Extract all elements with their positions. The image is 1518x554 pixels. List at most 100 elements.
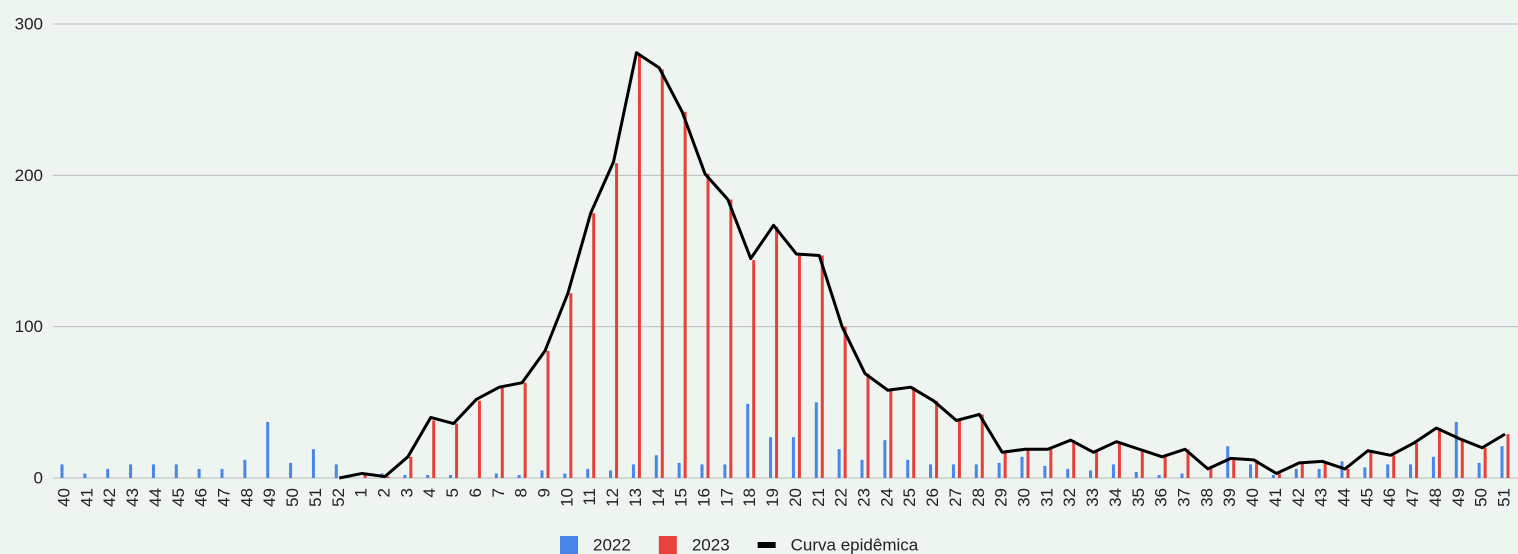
x-tick-label: 27: [946, 488, 965, 507]
x-tick-label: 28: [969, 488, 988, 507]
bar: [1438, 428, 1441, 478]
x-tick-label: 45: [169, 488, 188, 507]
bar: [455, 424, 458, 478]
x-tick-label: 43: [1312, 488, 1331, 507]
bar: [1318, 469, 1321, 478]
x-tick-label: 41: [1266, 488, 1285, 507]
bar: [569, 293, 572, 478]
x-tick-label: 40: [54, 488, 73, 507]
x-tick-label: 17: [717, 488, 736, 507]
bar: [1066, 469, 1069, 478]
bar: [1432, 457, 1435, 478]
x-tick-label: 42: [100, 488, 119, 507]
x-tick-label: 51: [1494, 488, 1513, 507]
x-tick-label: 31: [1037, 488, 1056, 507]
bar: [952, 464, 955, 478]
bar: [889, 390, 892, 478]
y-tick-label: 100: [15, 317, 43, 336]
x-tick-label: 10: [557, 488, 576, 507]
bar: [1415, 443, 1418, 478]
bar: [1089, 470, 1092, 478]
bar: [867, 374, 870, 478]
bar: [61, 464, 64, 478]
bar: [221, 469, 224, 478]
x-tick-label: 18: [740, 488, 759, 507]
x-tick-label: 34: [1106, 488, 1125, 507]
x-tick-label: 47: [1403, 488, 1422, 507]
bar: [1392, 455, 1395, 478]
x-tick-label: 38: [1197, 488, 1216, 507]
bar: [1135, 472, 1138, 478]
bar: [678, 463, 681, 478]
bar: [198, 469, 201, 478]
x-tick-label: 23: [854, 488, 873, 507]
x-tick-label: 50: [283, 488, 302, 507]
bar: [1095, 452, 1098, 478]
x-tick-label: 5: [443, 488, 462, 497]
bar: [518, 475, 521, 478]
bar: [563, 473, 566, 478]
bar: [1455, 422, 1458, 478]
x-tick-label: 37: [1174, 488, 1193, 507]
bar: [723, 464, 726, 478]
bar: [1501, 446, 1504, 478]
x-tick-label: 9: [534, 488, 553, 497]
bar: [1363, 467, 1366, 478]
bar: [1164, 457, 1167, 478]
bar: [655, 455, 658, 478]
bar: [798, 256, 801, 478]
x-tick-label: 7: [489, 488, 508, 497]
x-tick-label: 11: [580, 488, 599, 506]
bar: [106, 469, 109, 478]
bar: [1386, 464, 1389, 478]
bar: [1118, 442, 1121, 478]
bar: [929, 464, 932, 478]
x-tick-label: 6: [466, 488, 485, 497]
bar: [243, 460, 246, 478]
x-tick-label: 12: [603, 488, 622, 507]
bar: [449, 475, 452, 478]
bar: [638, 54, 641, 478]
x-tick-label: 42: [1289, 488, 1308, 507]
bar: [1249, 464, 1252, 478]
x-tick-label: 30: [1014, 488, 1033, 507]
x-tick-label: 2: [374, 488, 393, 497]
bar: [1232, 458, 1235, 478]
bar: [769, 437, 772, 478]
x-tick-label: 21: [809, 488, 828, 507]
x-tick-label: 52: [329, 488, 348, 507]
x-tick-label: 47: [214, 488, 233, 507]
x-tick-label: 4: [420, 488, 439, 497]
bar: [609, 470, 612, 478]
x-tick-label: 33: [1083, 488, 1102, 507]
bar: [1478, 463, 1481, 478]
bar: [152, 464, 155, 478]
bar: [1141, 449, 1144, 478]
y-tick-label: 0: [34, 468, 43, 487]
bar: [426, 475, 429, 478]
bar: [1181, 473, 1184, 478]
bar: [524, 383, 527, 478]
x-tick-label: 51: [306, 488, 325, 507]
bar: [752, 260, 755, 478]
bar: [1369, 451, 1372, 478]
x-tick-label: 50: [1472, 488, 1491, 507]
bar: [883, 440, 886, 478]
bar: [1072, 440, 1075, 478]
legend-swatch: [758, 542, 776, 548]
bar: [661, 69, 664, 478]
bar: [1226, 446, 1229, 478]
bar: [266, 422, 269, 478]
bar: [684, 112, 687, 478]
x-tick-label: 46: [192, 488, 211, 507]
bar: [592, 213, 595, 478]
bar: [975, 464, 978, 478]
legend-swatch: [560, 536, 578, 554]
x-tick-label: 3: [397, 488, 416, 497]
bar: [1484, 448, 1487, 478]
bar: [1507, 434, 1510, 478]
bar: [335, 464, 338, 478]
x-tick-label: 13: [626, 488, 645, 507]
bar: [998, 463, 1001, 478]
bar: [501, 387, 504, 478]
